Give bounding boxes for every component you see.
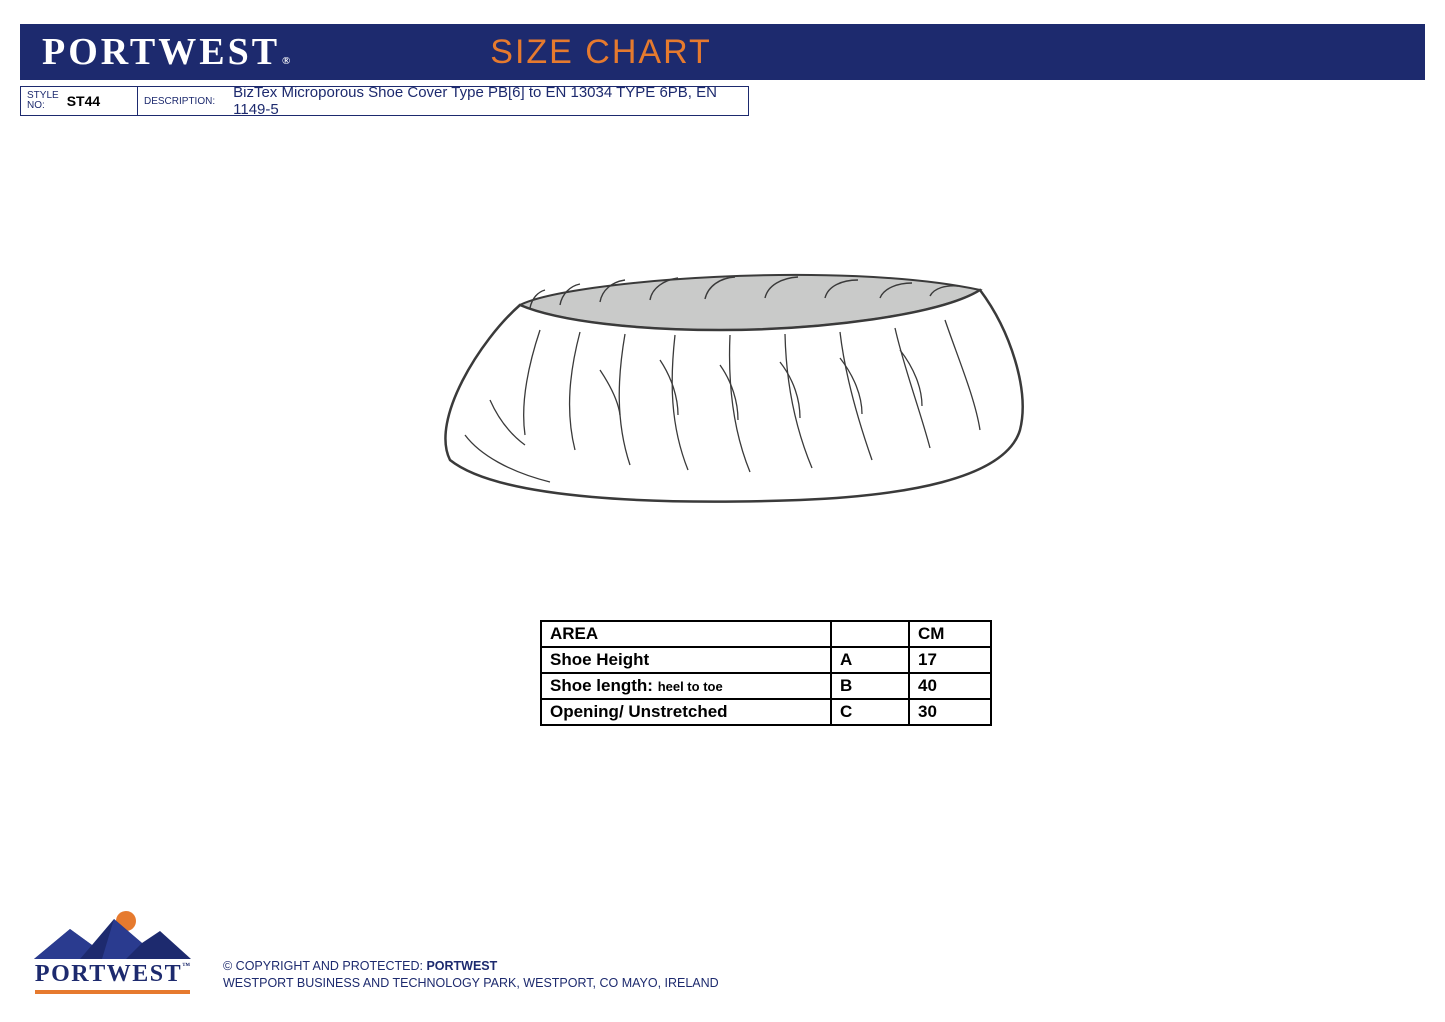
- footer-logo: PORTWEST™: [30, 911, 195, 994]
- area-cm: 17: [909, 647, 991, 673]
- footer-brand-wordmark: PORTWEST™: [35, 961, 190, 994]
- description-cell: DESCRIPTION: BizTex Microporous Shoe Cov…: [138, 86, 749, 116]
- copyright-line2: WESTPORT BUSINESS AND TECHNOLOGY PARK, W…: [223, 975, 719, 992]
- area-code: A: [831, 647, 909, 673]
- area-label: Opening/ Unstretched: [550, 702, 728, 721]
- table-header-row: AREA CM: [541, 621, 991, 647]
- style-label-line2: NO:: [27, 101, 59, 111]
- area-cm: 40: [909, 673, 991, 699]
- shoe-cover-illustration: [420, 250, 1040, 510]
- header-cm: CM: [909, 621, 991, 647]
- copyright-brand: PORTWEST: [426, 959, 497, 973]
- style-number-cell: STYLE NO: ST44: [20, 86, 138, 116]
- area-cm: 30: [909, 699, 991, 725]
- header-code: [831, 621, 909, 647]
- area-code: C: [831, 699, 909, 725]
- mountain-logo-icon: [30, 911, 195, 963]
- description-label: DESCRIPTION:: [144, 96, 215, 107]
- copyright-block: © COPYRIGHT AND PROTECTED: PORTWEST WEST…: [223, 958, 719, 994]
- table-row: Shoe length: heel to toe B 40: [541, 673, 991, 699]
- description-value: BizTex Microporous Shoe Cover Type PB[6]…: [233, 84, 742, 118]
- trademark-mark: ™: [182, 961, 190, 970]
- header-banner: PORTWEST® SIZE CHART: [20, 24, 1425, 80]
- size-chart-table: AREA CM Shoe Height A 17 Shoe length: he…: [540, 620, 992, 726]
- registered-mark: ®: [282, 55, 290, 67]
- header-area: AREA: [541, 621, 831, 647]
- area-label: Shoe Height: [550, 650, 649, 669]
- table-row: Opening/ Unstretched C 30: [541, 699, 991, 725]
- brand-text: PORTWEST: [42, 31, 280, 73]
- area-label: Shoe length:: [550, 676, 653, 695]
- page-title: SIZE CHART: [490, 33, 712, 72]
- area-code: B: [831, 673, 909, 699]
- copyright-prefix: © COPYRIGHT AND PROTECTED:: [223, 959, 426, 973]
- footer-brand-text: PORTWEST: [35, 961, 182, 987]
- copyright-line1: © COPYRIGHT AND PROTECTED: PORTWEST: [223, 958, 719, 975]
- area-subnote: heel to toe: [658, 679, 723, 694]
- page-footer: PORTWEST™ © COPYRIGHT AND PROTECTED: POR…: [30, 911, 719, 994]
- table-row: Shoe Height A 17: [541, 647, 991, 673]
- product-info-row: STYLE NO: ST44 DESCRIPTION: BizTex Micro…: [20, 86, 749, 116]
- brand-wordmark: PORTWEST®: [42, 30, 290, 74]
- style-number-value: ST44: [67, 93, 100, 109]
- style-number-label: STYLE NO:: [27, 91, 59, 111]
